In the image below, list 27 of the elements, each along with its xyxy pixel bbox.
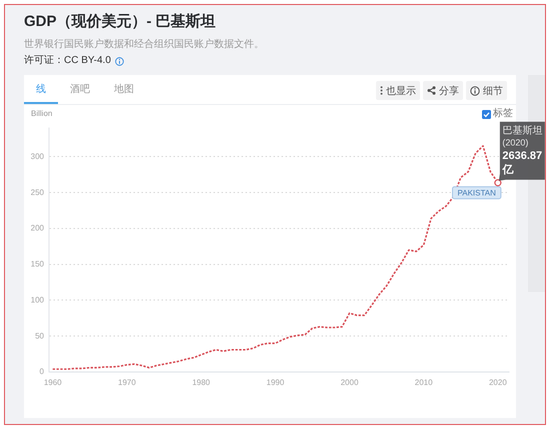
y-tick-label: 250 [30, 188, 45, 197]
text: 地图 [114, 84, 134, 95]
series-label: PAKISTAN [457, 188, 496, 198]
y-tick-label: 50 [35, 331, 45, 340]
y-tick-label: 300 [30, 152, 45, 161]
x-tick-label: 1970 [118, 378, 136, 388]
button: 细节 [466, 81, 507, 100]
text: 许可证：CC BY-4.0 [24, 55, 111, 67]
y-axis-title: Billion [31, 109, 52, 118]
y-tick-label: 150 [30, 260, 45, 269]
x-tick-label: 1990 [266, 378, 285, 388]
y-tick-label: 200 [30, 224, 45, 233]
x-tick-label: 1960 [44, 378, 62, 388]
button: 分享 [423, 81, 463, 100]
text: 线 [36, 84, 46, 95]
button: 也显示 [376, 81, 420, 100]
y-tick-label: 0 [40, 367, 45, 376]
text: 酒吧 [70, 84, 90, 95]
x-tick-label: 2000 [340, 378, 359, 388]
text: 世界银行国民账户数据和经合组织国民账户数据文件。 [24, 39, 264, 50]
x-tick-label: 2020 [488, 378, 508, 388]
x-tick-label: 1980 [192, 378, 211, 388]
annotation: 巴基斯坦 (2020) 2636.87 亿 [501, 124, 542, 176]
x-tick-label: 2010 [414, 378, 434, 388]
chart-title: GDP（现价美元）- 巴基斯坦 [24, 13, 216, 30]
text: 标签 [493, 108, 513, 120]
y-tick-label: 100 [30, 295, 45, 304]
